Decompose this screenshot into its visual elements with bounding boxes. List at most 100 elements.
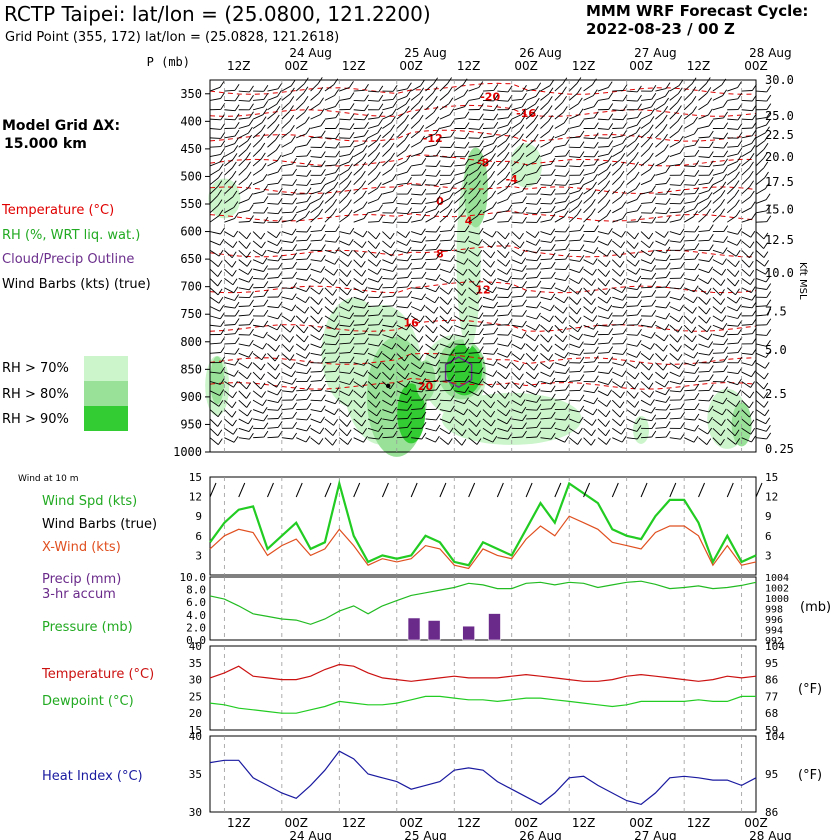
wind-barb [684,165,695,167]
wind-barb-flag [217,429,223,437]
wind-barb [698,278,709,285]
wind-barb [612,390,621,399]
wind-barb-flag [377,193,383,200]
wind-barb-flag [263,422,269,429]
wind-barb-flag [622,94,628,102]
wind-barb-flag [665,254,671,261]
wind-barb-flag [706,325,712,333]
wind-barb [511,122,521,129]
wind-barb-flag [476,260,482,267]
wind-barb [755,314,767,317]
wind-barb [554,268,566,271]
wind-barb [727,352,739,354]
wind-barb [669,141,680,148]
wind-barb [425,437,436,443]
wind-barb [540,102,549,111]
wind-barb-flag [375,401,381,408]
wind-barb-flag [766,204,771,212]
wind-barb-flag [577,97,583,105]
wind-barb [554,389,566,392]
wind-barb-flag [723,141,729,149]
wind-barb-flag [450,348,455,356]
wind-barb [353,89,365,92]
wind-barb [353,159,363,167]
wind-barb [310,165,322,168]
wind-barb [224,218,235,223]
wind-barb-flag [564,351,569,359]
wind-barb [698,239,710,242]
height-tick-2: 22.5 [765,128,794,142]
wind-barb-flag [521,257,527,265]
wind-barb [554,101,563,111]
rh-region-9 [446,343,483,396]
wind-barb-flag [665,412,671,419]
wind-barb-flag [434,296,440,303]
wind-barb-flag [605,189,610,197]
wind-barb-flag [621,286,627,293]
wind-barb-flag [246,260,252,267]
wind-barb-flag [219,304,225,312]
wind-barb-flag [361,419,367,427]
pressure-tick-r-1002: 1002 [765,584,789,595]
wind-barb [238,418,249,425]
bottom-date-3: 27 Aug [634,829,677,840]
wind-barb-flag [263,272,269,280]
wind-barb-flag [363,435,368,443]
wind-barb-flag [562,335,568,343]
isotherm-label-6: 4 [465,215,473,228]
wind-barb [367,390,377,399]
wind-barb [281,85,292,92]
wind-barb-flag [346,429,352,437]
wind-barb-flag [461,208,467,215]
wind-barb-flag [735,296,741,304]
wind-barb [281,324,291,333]
wind-barb [568,206,579,214]
wind-barb-flag [635,268,641,275]
wind-barb-flag [321,244,326,251]
wind-barb-flag [663,105,669,113]
wind-barb-flag [680,188,685,196]
wind-barb [410,130,420,139]
wind-barb-flag [420,304,426,312]
wind-barb [439,156,451,158]
wind-barb-flag [764,171,769,179]
wind-barb [569,380,581,382]
wind-barb-flag [519,124,525,132]
wind-barb [396,409,408,411]
wind-barb-flag [578,108,584,116]
wind-barb [454,399,465,405]
wind-barb-flag [651,84,657,92]
wind-barb [482,352,494,355]
wind-barb [640,240,650,249]
wind-barb [626,210,638,214]
wind-barb-flag [378,215,384,222]
wind-barb-flag [292,282,297,289]
wind-barb-flag [234,327,240,334]
wind-barb-flag [579,384,585,391]
legend-wind: Wind Barbs (kts) (true) [2,277,151,292]
wind-barb [698,370,710,373]
wind-barb-flag [275,133,280,141]
wind-barb [540,131,550,139]
wind-barb-flag [378,308,384,316]
pressure-tick-550: 550 [180,197,202,211]
wind-barb-flag [333,181,339,189]
wind-barb-flag [478,155,483,163]
wind-barb [310,371,322,373]
wind-barb [727,231,738,235]
wind-barb-flag [447,307,452,315]
wind-barb [684,144,695,148]
wind-barb [382,352,392,361]
wind-barb-flag [748,261,754,268]
wind-barb-flag [277,165,283,173]
wind-barb-flag [507,425,513,432]
wind-barb-flag [405,97,411,105]
wind-barb [655,95,666,101]
wind-barb-flag [579,341,584,348]
wind-barb-flag [391,399,397,406]
wind-barb-flag [247,409,252,417]
wind-barb-flag [232,153,238,160]
wind-barb-flag [521,331,527,339]
wind-barb-flag [305,116,310,124]
wind-barb [597,169,608,176]
